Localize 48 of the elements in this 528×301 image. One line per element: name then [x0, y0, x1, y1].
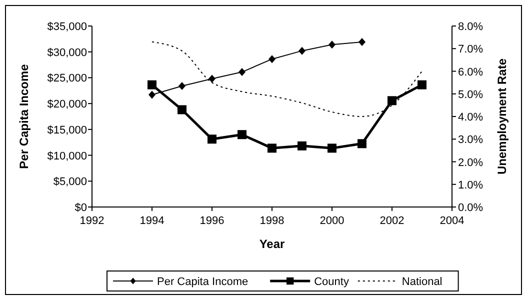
y-tick-label: $15,000 [47, 124, 87, 136]
point [148, 80, 156, 90]
y-tick-label: $25,000 [47, 72, 87, 85]
x-tick-label: 2002 [380, 215, 404, 227]
point [178, 82, 186, 90]
y2-tick-label: 5.0% [458, 88, 484, 101]
point [238, 130, 246, 140]
point [208, 74, 216, 83]
y2-tick-label: 2.0% [458, 156, 484, 169]
point [298, 46, 306, 55]
x-tick-label: 1994 [140, 215, 164, 227]
y-axis-title: Per Capita Income [17, 64, 31, 169]
y2-tick-label: 6.0% [458, 66, 484, 78]
y2-tick-label: 4.0% [458, 112, 484, 124]
point [298, 141, 306, 150]
point [148, 90, 156, 99]
y-tick-label: $0 [74, 202, 87, 214]
point [208, 134, 216, 144]
y2-tick-label: 7.0% [458, 44, 484, 56]
x-tick-label: 1992 [80, 215, 104, 227]
point [358, 139, 366, 148]
point [388, 96, 396, 106]
y-tick-label: $10,000 [47, 150, 87, 162]
x-tick-label: 1998 [260, 215, 284, 227]
x-tick-label: 2000 [320, 215, 344, 227]
point [178, 105, 186, 114]
point [418, 80, 426, 90]
y-tick-label: $35,000 [47, 21, 87, 33]
point [358, 38, 366, 46]
point [268, 55, 276, 64]
legend-label: County [314, 276, 350, 288]
y2-tick-label: 1.0% [458, 179, 484, 192]
legend-label: National [402, 276, 442, 288]
y2-tick-label: 3.0% [458, 134, 484, 146]
x-axis-title: Year [259, 237, 286, 251]
y2-axis-title: Unemployment Rate [495, 58, 509, 175]
y2-tick-label: 8.0% [458, 21, 484, 33]
y-tick-label: $5,000 [53, 176, 87, 188]
y2-tick-label: 0.0% [458, 202, 484, 214]
x-tick-label: 1996 [200, 215, 224, 227]
y-tick-label: $30,000 [47, 46, 87, 59]
point [238, 68, 246, 76]
point [268, 144, 276, 153]
legend-label: Per Capita Income [157, 276, 248, 288]
x-tick-label: 2004 [440, 215, 464, 227]
point [328, 144, 336, 153]
y-tick-label: $20,000 [47, 98, 87, 111]
point [328, 40, 336, 49]
